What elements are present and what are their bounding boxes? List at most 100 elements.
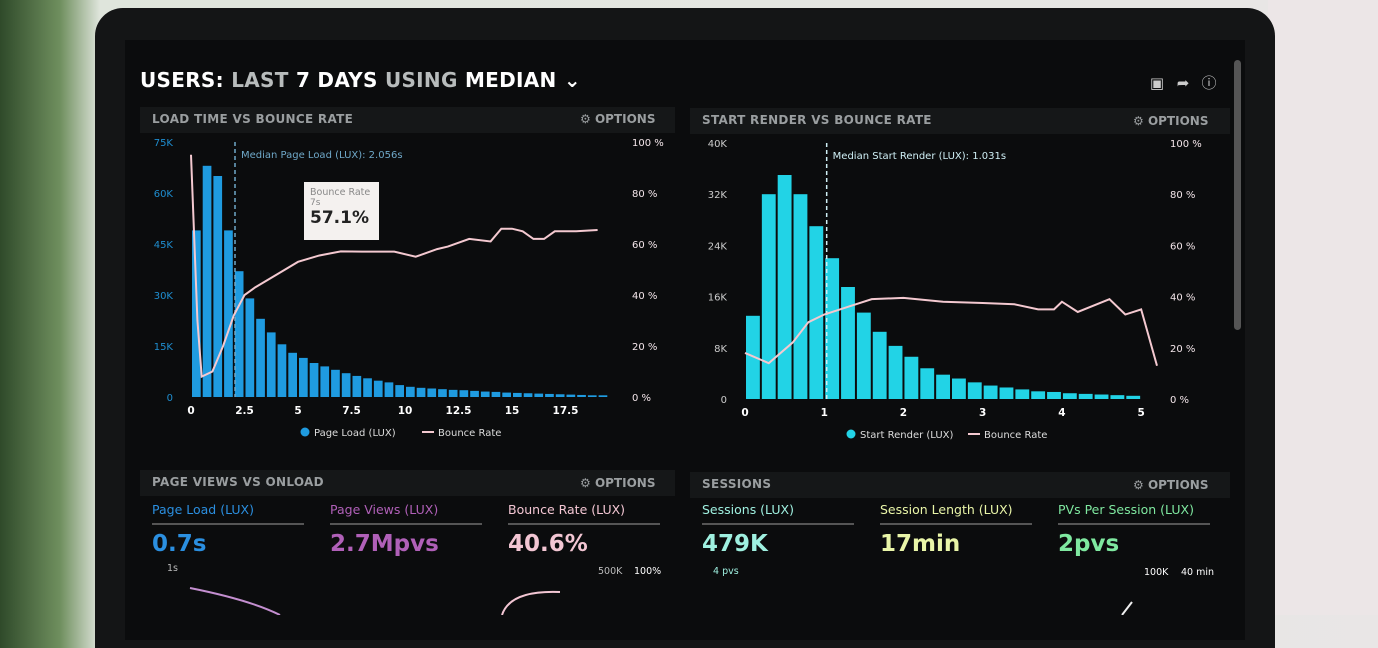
chevron-down-icon[interactable]: ⌄ xyxy=(563,68,581,92)
y-tick-label: 75K xyxy=(154,138,174,149)
x-tick-label: 7.5 xyxy=(342,405,361,417)
scrollbar[interactable] xyxy=(1234,60,1241,330)
bar xyxy=(904,356,919,399)
load-time-chart[interactable]: 0 15K 30K 45K 60K 75K 0 % 20 % 40 % 60 % 80 % 100 %… xyxy=(130,130,675,450)
axis-label: 1s xyxy=(167,563,178,574)
kpi-page-views: Bounce Rate (LUX) 40.6% xyxy=(508,502,660,557)
tooltip-sub: 7s xyxy=(310,198,321,208)
bar xyxy=(1015,389,1030,399)
bar xyxy=(566,394,576,397)
legend-bar-label: Page Load (LUX) xyxy=(314,428,396,439)
kpi-label: Session Length (LUX) xyxy=(880,502,1032,525)
start-render-chart[interactable]: 0 8K 16K 24K 32K 40K 0 % 20 % 40 % 60 % 80 % 100 % 0… xyxy=(690,130,1235,450)
median-label: Median Start Render (LUX): 1.031s xyxy=(833,151,1006,162)
chart2-options-button[interactable]: ⚙ OPTIONS xyxy=(1133,114,1209,128)
bar xyxy=(245,298,255,397)
bar xyxy=(1094,394,1109,399)
kpi-page-views: Page Views (LUX) 2.7Mpvs xyxy=(330,502,482,557)
bar xyxy=(1062,393,1077,399)
bar xyxy=(936,374,950,399)
x-tick-label: 0 xyxy=(187,405,194,417)
y-tick-label: 30K xyxy=(154,291,174,302)
sessions-sparkline xyxy=(1121,601,1133,615)
kpi-value: 0.7s xyxy=(152,531,207,557)
bar xyxy=(1110,395,1125,399)
screen xyxy=(125,40,1245,640)
bar xyxy=(341,373,351,397)
kpi-page-views: Page Load (LUX) 0.7s xyxy=(152,502,304,557)
title-range: 7 DAYS xyxy=(295,68,378,92)
bar xyxy=(320,366,330,397)
bar xyxy=(598,395,608,397)
x-tick-label: 5 xyxy=(1137,407,1144,419)
kpi-label: Page Views (LUX) xyxy=(330,502,482,525)
sessions-options-button[interactable]: ⚙ OPTIONS xyxy=(1133,478,1209,492)
bar xyxy=(999,387,1014,399)
x-tick-label: 17.5 xyxy=(553,405,579,417)
bar xyxy=(888,345,903,399)
axis-label: 4 pvs xyxy=(713,566,739,577)
y2-tick-label: 100 % xyxy=(632,138,664,149)
bounce-rate-line xyxy=(744,296,1158,366)
x-tick-label: 4 xyxy=(1058,407,1065,419)
share-icon[interactable]: ➦ xyxy=(1176,74,1190,92)
tooltip: Bounce Rate 7s 57.1% xyxy=(304,182,379,240)
y2-tick-label: 80 % xyxy=(632,189,657,200)
axis-label: 40 min xyxy=(1181,567,1215,578)
bar xyxy=(1047,391,1061,399)
page-views-options-button[interactable]: ⚙ OPTIONS xyxy=(580,476,656,490)
kpi-sessions: Sessions (LUX) 479K xyxy=(702,502,854,557)
legend-line-label: Bounce Rate xyxy=(984,430,1047,441)
bar xyxy=(967,382,982,399)
kpi-label: Sessions (LUX) xyxy=(702,502,854,525)
bar xyxy=(427,388,437,397)
y2-tick-label: 40 % xyxy=(632,291,657,302)
bar xyxy=(373,380,383,397)
chart2-title: START RENDER VS BOUNCE RATE xyxy=(702,113,932,127)
x-tick-label: 15 xyxy=(505,405,520,417)
y-tick-label: 32K xyxy=(708,190,728,201)
bar xyxy=(470,390,479,397)
gear-icon: ⚙ xyxy=(1133,114,1148,128)
x-tick-label: 2.5 xyxy=(235,405,254,417)
kpi-value: 479K xyxy=(702,531,768,557)
y2-tick-label: 60 % xyxy=(632,240,657,251)
bar xyxy=(299,357,308,397)
monitor-icon[interactable]: ▣ xyxy=(1149,74,1165,92)
page-title[interactable]: USERS: LAST 7 DAYS USING MEDIAN ⌄ xyxy=(140,68,581,92)
kpi-label: Bounce Rate (LUX) xyxy=(508,502,660,525)
gear-icon: ⚙ xyxy=(580,476,595,490)
y-tick-label: 45K xyxy=(154,240,174,251)
bar xyxy=(1078,393,1093,399)
title-last: LAST xyxy=(231,68,289,92)
bar xyxy=(256,318,265,397)
x-tick-label: 0 xyxy=(741,407,748,419)
bar xyxy=(416,387,426,397)
y2-tick-label: 60 % xyxy=(1170,241,1195,252)
bar xyxy=(513,392,522,397)
bar xyxy=(502,392,511,397)
bar xyxy=(234,271,244,397)
bar xyxy=(277,344,287,397)
y2-tick-label: 0 % xyxy=(1170,395,1189,406)
help-icon[interactable]: ⓘ xyxy=(1201,74,1217,92)
bar xyxy=(224,230,233,397)
bar xyxy=(309,363,319,397)
bar xyxy=(202,165,212,397)
tooltip-value: 57.1% xyxy=(310,208,369,228)
bar xyxy=(352,375,362,397)
y-tick-label: 0 xyxy=(721,395,727,406)
gear-icon: ⚙ xyxy=(580,112,595,126)
sparklines xyxy=(189,587,1133,615)
bar xyxy=(793,194,808,399)
kpi-sessions: Session Length (LUX) 17min xyxy=(880,502,1032,557)
bar xyxy=(761,194,776,399)
y-tick-label: 0 xyxy=(167,393,173,404)
gear-icon: ⚙ xyxy=(1133,478,1148,492)
bar xyxy=(523,393,533,397)
x-tick-label: 12.5 xyxy=(446,405,472,417)
page-views-sparkline xyxy=(189,587,281,615)
y2-tick-label: 0 % xyxy=(632,393,651,404)
chart1-options-button[interactable]: ⚙ OPTIONS xyxy=(580,112,656,126)
kpi-value: 2pvs xyxy=(1058,531,1120,557)
